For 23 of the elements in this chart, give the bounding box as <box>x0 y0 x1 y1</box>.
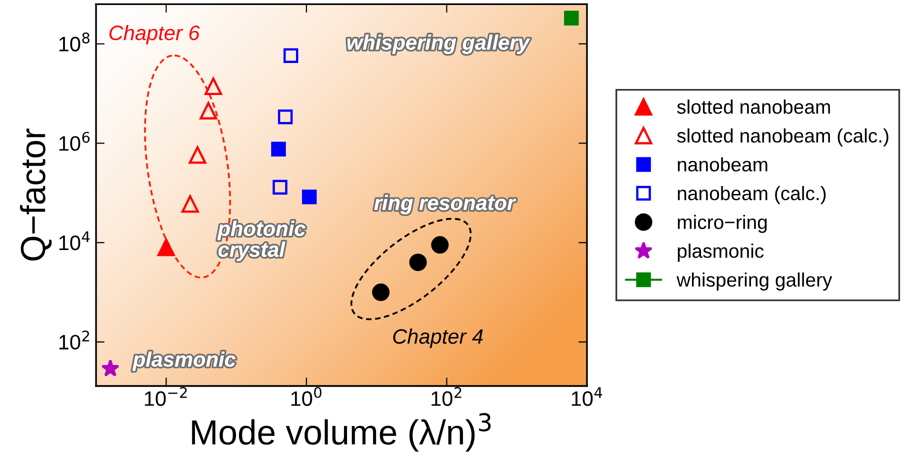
legend-label: slotted nanobeam <box>677 100 830 114</box>
legend-label: nanobeam (calc.) <box>678 186 826 204</box>
annotation: photonic crystal <box>217 220 306 262</box>
x-tick-label: 10$^{−2}$ <box>144 386 187 406</box>
x-tick-label: 10$^{2}$ <box>432 386 462 406</box>
legend-label: micro−ring <box>678 214 767 233</box>
y-tick-label: 10$^{8}$ <box>59 32 90 52</box>
y-tick-label: 10$^{2}$ <box>59 330 90 350</box>
x-tick-label: 10$^{4}$ <box>572 387 602 406</box>
y-tick-label: 10$^{6}$ <box>59 132 90 151</box>
x-axis-title: Mode volume (λ/n)$^{3}$ <box>192 413 491 452</box>
annotation: Chapter 6 <box>109 24 200 44</box>
annotation: ring resonator <box>374 194 516 214</box>
x-tick-label: 10$^{0}$ <box>291 386 322 406</box>
legend-label: whispering gallery <box>676 272 832 291</box>
legend-label: plasmonic <box>678 244 764 262</box>
y-axis-title: Q−factor <box>20 128 52 260</box>
y-tick-label: 10$^{4}$ <box>59 231 90 250</box>
legend-label: nanobeam <box>678 157 768 172</box>
legend-label: slotted nanobeam (calc.) <box>677 128 888 146</box>
annotation: Chapter 4 <box>393 328 483 348</box>
annotation: whispering gallery <box>347 34 530 54</box>
annotation: plasmonic <box>132 351 236 371</box>
